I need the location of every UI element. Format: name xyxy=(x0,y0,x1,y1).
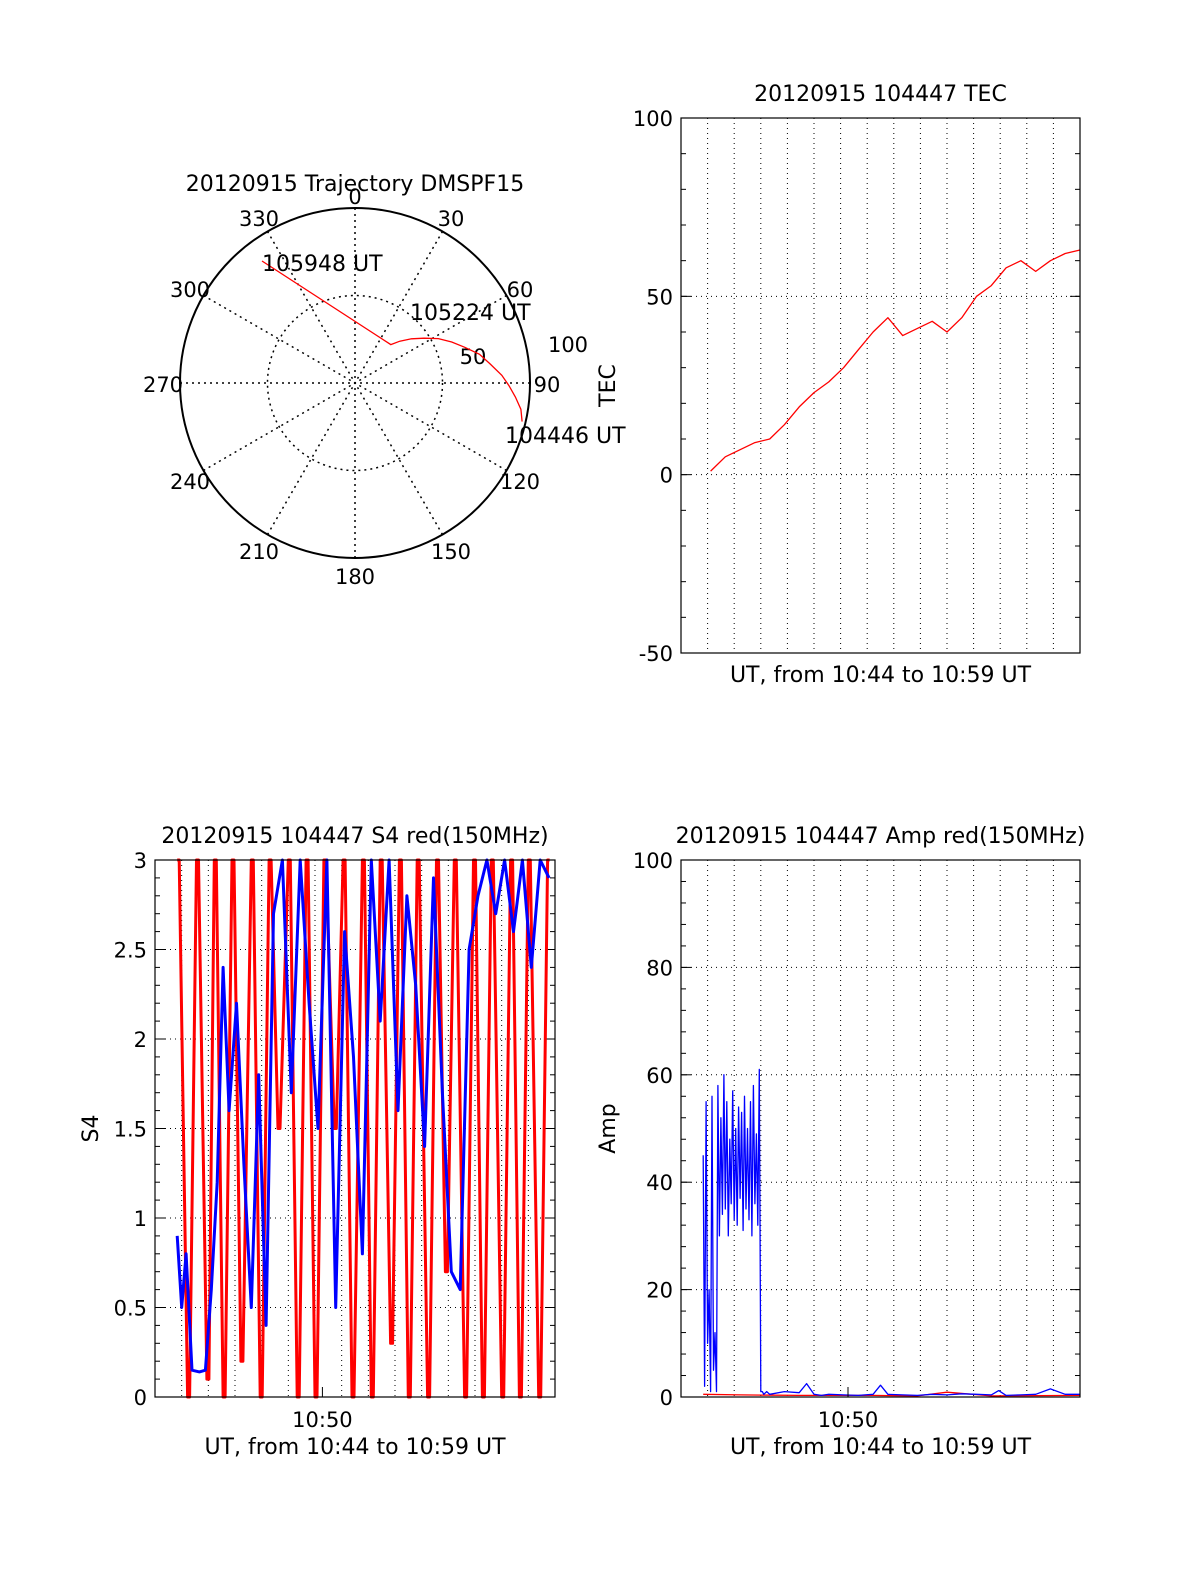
polar-angle-label: 180 xyxy=(335,565,375,589)
plot-title: 20120915 104447 Amp red(150MHz) xyxy=(676,824,1086,849)
polar-angle-label: 270 xyxy=(143,373,183,397)
polar-angle-label: 30 xyxy=(438,207,465,231)
polar-trajectory-line xyxy=(261,260,523,422)
y-tick-label: 50 xyxy=(646,285,673,309)
y-tick-label: 0.5 xyxy=(114,1297,147,1321)
series-line-blue xyxy=(175,858,551,1374)
plot-frame xyxy=(154,859,556,1398)
polar-angle-label: 240 xyxy=(170,470,210,494)
y-tick-label: 60 xyxy=(646,1064,673,1088)
y-tick-label: 3 xyxy=(134,849,147,873)
x-axis-label: UT, from 10:44 to 10:59 UT xyxy=(730,1435,1032,1460)
y-tick-label: -50 xyxy=(639,642,673,666)
y-tick-label: 1 xyxy=(134,1207,147,1231)
series-line-red xyxy=(710,249,1081,472)
series-line-blue xyxy=(702,1068,1080,1397)
trajectory-end-label: 104446 UT xyxy=(505,424,626,449)
polar-angle-label: 150 xyxy=(431,540,471,564)
x-axis-label: UT, from 10:44 to 10:59 UT xyxy=(730,663,1032,688)
x-axis-label: UT, from 10:44 to 10:59 UT xyxy=(204,1435,506,1460)
y-axis-label: S4 xyxy=(79,1115,104,1143)
y-tick-label: 20 xyxy=(646,1279,673,1303)
polar-title: 20120915 Trajectory DMSPF15 xyxy=(186,172,524,197)
y-axis-label: TEC xyxy=(596,364,621,408)
polar-angle-label: 210 xyxy=(239,540,279,564)
plot-title: 20120915 104447 S4 red(150MHz) xyxy=(161,824,548,849)
y-tick-label: 0 xyxy=(660,464,673,488)
x-tick-label: 10:50 xyxy=(292,1408,353,1432)
polar-angle-label: 300 xyxy=(170,278,210,302)
x-tick-label: 10:50 xyxy=(818,1408,879,1432)
trajectory-start-label: 105948 UT xyxy=(262,252,383,277)
plot-1: 20120915 104447 TEC -50 0 50 100 UT, from 10:… xyxy=(596,82,1081,688)
y-tick-label: 80 xyxy=(646,956,673,980)
trajectory-mid-label: 105224 UT xyxy=(410,301,531,326)
y-tick-label: 100 xyxy=(633,107,673,131)
plot-frame xyxy=(680,859,1081,1398)
y-tick-label: 40 xyxy=(646,1171,673,1195)
polar-angle-label: 120 xyxy=(500,470,540,494)
polar-angle-label: 60 xyxy=(507,278,534,302)
series-line-red xyxy=(177,858,550,1399)
y-tick-label: 100 xyxy=(633,849,673,873)
y-tick-label: 2 xyxy=(134,1028,147,1052)
plot-frame xyxy=(680,117,1081,654)
polar-radius-label: 100 xyxy=(548,333,588,357)
plot-2: 20120915 104447 S4 red(150MHz) 0 0.5 1 1.5 2 2… xyxy=(79,824,556,1460)
y-tick-label: 0 xyxy=(660,1386,673,1410)
polar-angle-label: 90 xyxy=(534,373,561,397)
polar-angle-label: 0 xyxy=(348,185,361,209)
y-tick-label: 0 xyxy=(134,1386,147,1410)
polar-angle-label: 330 xyxy=(239,207,279,231)
polar-spoke xyxy=(266,231,444,535)
series-line-red xyxy=(703,1391,1081,1397)
y-tick-label: 1.5 xyxy=(114,1118,147,1142)
plot-title: 20120915 104447 TEC xyxy=(754,82,1007,107)
polar-inner-circle xyxy=(266,294,444,472)
plot-3: 20120915 104447 Amp red(150MHz) 0 20 40 60 80… xyxy=(596,824,1085,1460)
y-axis-label: Amp xyxy=(596,1103,621,1153)
y-tick-label: 2.5 xyxy=(114,939,147,963)
